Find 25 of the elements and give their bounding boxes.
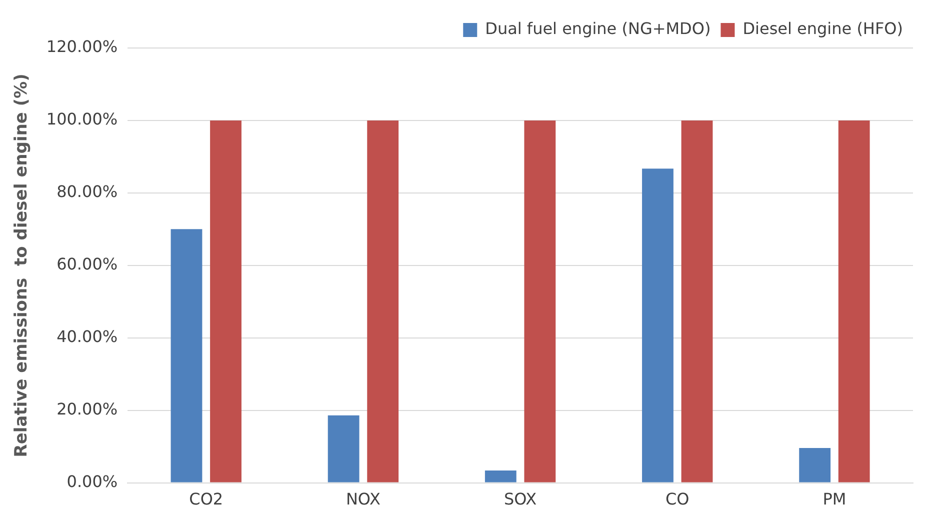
bar <box>681 120 713 482</box>
x-tick-label: NOX <box>346 490 380 509</box>
bar <box>524 120 556 482</box>
bar <box>484 470 516 482</box>
y-tick-label: 120.00% <box>46 37 118 56</box>
y-tick-label: 100.00% <box>46 110 118 129</box>
x-tick-label: CO <box>665 490 690 509</box>
y-tick-label: 60.00% <box>56 254 118 274</box>
y-tick-label: 0.00% <box>66 472 118 491</box>
bar <box>838 120 870 482</box>
y-tick-label: 40.00% <box>56 327 118 346</box>
bar <box>210 120 242 482</box>
x-tick-label: PM <box>822 490 846 509</box>
bar <box>367 120 399 482</box>
y-axis-title: Relative emissions to diesel engine (%) <box>12 74 32 458</box>
y-tick-label: 20.00% <box>56 399 118 418</box>
bar <box>328 415 360 482</box>
bar <box>642 168 674 482</box>
bar <box>170 229 202 482</box>
x-tick-label: CO2 <box>189 490 224 509</box>
x-tick-label: SOX <box>504 490 537 509</box>
y-tick-label: 80.00% <box>56 182 118 202</box>
legend-label: Diesel engine (HFO) <box>742 19 904 38</box>
legend-label: Dual fuel engine (NG+MDO) <box>485 19 711 38</box>
bar <box>799 448 831 482</box>
